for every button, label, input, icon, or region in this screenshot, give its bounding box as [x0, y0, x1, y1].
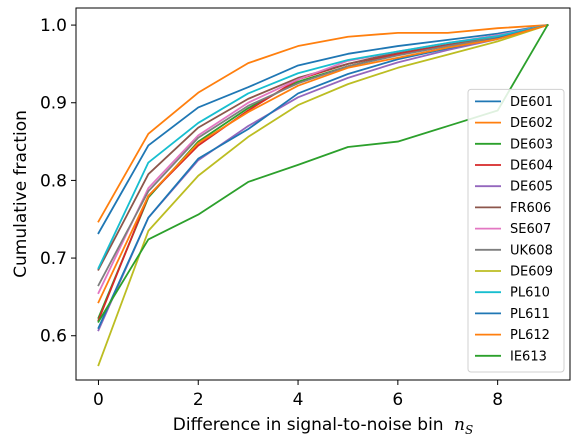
- legend-box: [467, 88, 565, 373]
- x-axis-label-text: Difference in signal-to-noise bin: [173, 415, 444, 435]
- x-tick-label: 6: [392, 390, 403, 410]
- x-tick-label: 0: [93, 390, 104, 410]
- y-tick-label: 0.6: [40, 327, 67, 347]
- legend-label-pl611: PL611: [510, 307, 550, 322]
- x-axis-label-math-subscript: S: [465, 423, 473, 437]
- legend-label-de603: DE603: [510, 137, 553, 152]
- y-axis: 0.6 0.7 0.8 0.9 1.0: [40, 16, 76, 347]
- legend-label-fr606: FR606: [510, 201, 551, 216]
- series-line-pl612: [97, 23, 549, 304]
- y-tick-label: 0.7: [40, 249, 67, 269]
- legend-label-ie613: IE613: [510, 349, 547, 364]
- series-layer: [97, 23, 549, 367]
- x-axis-label: Difference in signal-to-noise bin nS: [173, 415, 473, 437]
- series-line-pl610: [97, 24, 549, 270]
- x-tick-label: 8: [492, 390, 503, 410]
- legend-label-pl612: PL612: [510, 328, 550, 343]
- legend-label-de602: DE602: [510, 116, 553, 131]
- y-axis-label: Cumulative fraction: [11, 110, 31, 278]
- legend-label-de605: DE605: [510, 180, 553, 195]
- legend-label-se607: SE607: [510, 222, 551, 237]
- legend-label-uk608: UK608: [510, 243, 553, 258]
- x-tick-label: 4: [293, 390, 304, 410]
- x-tick-label: 2: [193, 390, 204, 410]
- legend-label-de609: DE609: [510, 265, 553, 280]
- legend-label-de604: DE604: [510, 159, 553, 174]
- series-line-de601: [97, 24, 549, 235]
- y-tick-label: 0.9: [40, 94, 67, 114]
- x-axis: 0 2 4 6 8: [93, 380, 503, 410]
- plot-frame: [75, 7, 571, 381]
- series-line-de609: [97, 23, 549, 367]
- series-line-de602: [97, 24, 549, 223]
- series-line-uk608: [97, 23, 549, 287]
- y-tick-label: 0.8: [40, 171, 67, 191]
- legend: DE601 DE602 DE603 DE604 DE605 FR606 SE607 UK608…: [467, 88, 565, 373]
- legend-label-de601: DE601: [510, 95, 553, 110]
- y-tick-label: 1.0: [40, 16, 67, 36]
- legend-label-pl610: PL610: [510, 286, 550, 301]
- x-axis-label-math: n: [454, 415, 465, 435]
